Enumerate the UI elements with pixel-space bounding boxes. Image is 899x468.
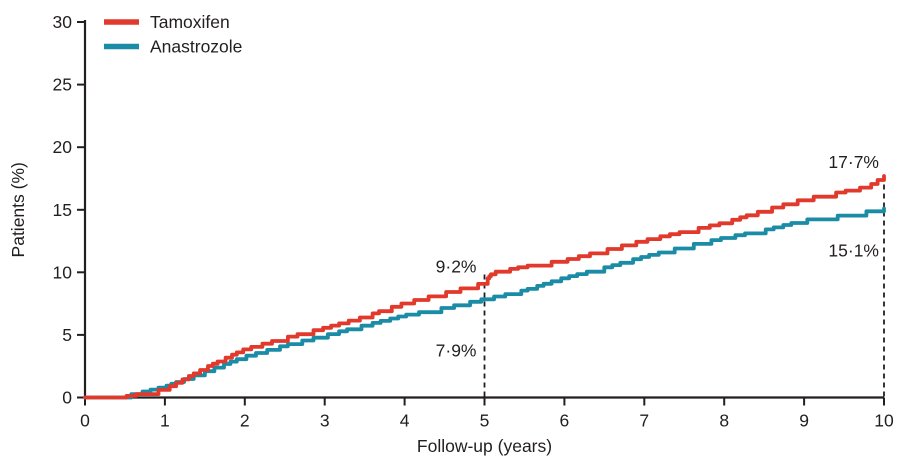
annotation-tamoxifen-year-10: 17·7%	[828, 152, 879, 172]
x-tick-label-6: 6	[560, 411, 570, 431]
annotation-anastrozole-year-5: 7·9%	[436, 341, 477, 361]
y-tick-label-10: 10	[53, 262, 73, 282]
x-tick-label-0: 0	[80, 411, 90, 431]
x-tick-label-4: 4	[400, 411, 410, 431]
x-tick-label-1: 1	[160, 411, 170, 431]
x-tick-label-2: 2	[240, 411, 250, 431]
x-tick-label-9: 9	[799, 411, 809, 431]
y-tick-label-25: 25	[53, 75, 72, 95]
x-tick-label-10: 10	[874, 411, 894, 431]
annotation-anastrozole-year-10: 15·1%	[828, 241, 879, 261]
x-tick-label-7: 7	[639, 411, 649, 431]
legend-label-anastrozole: Anastrozole	[150, 37, 242, 57]
y-tick-label-15: 15	[53, 200, 72, 220]
y-axis-title: Patients (%)	[8, 162, 28, 257]
y-tick-label-0: 0	[62, 388, 72, 408]
y-tick-label-30: 30	[53, 12, 73, 32]
legend-label-tamoxifen: Tamoxifen	[150, 12, 230, 32]
annotation-tamoxifen-year-5: 9·2%	[436, 256, 477, 276]
x-tick-label-3: 3	[320, 411, 330, 431]
x-tick-label-8: 8	[719, 411, 729, 431]
series-line-anastrozole	[83, 206, 886, 400]
x-axis-title: Follow-up (years)	[417, 436, 552, 456]
x-tick-label-5: 5	[480, 411, 490, 431]
y-tick-label-20: 20	[53, 137, 73, 157]
y-tick-label-5: 5	[62, 325, 72, 345]
series-line-tamoxifen	[83, 174, 886, 400]
